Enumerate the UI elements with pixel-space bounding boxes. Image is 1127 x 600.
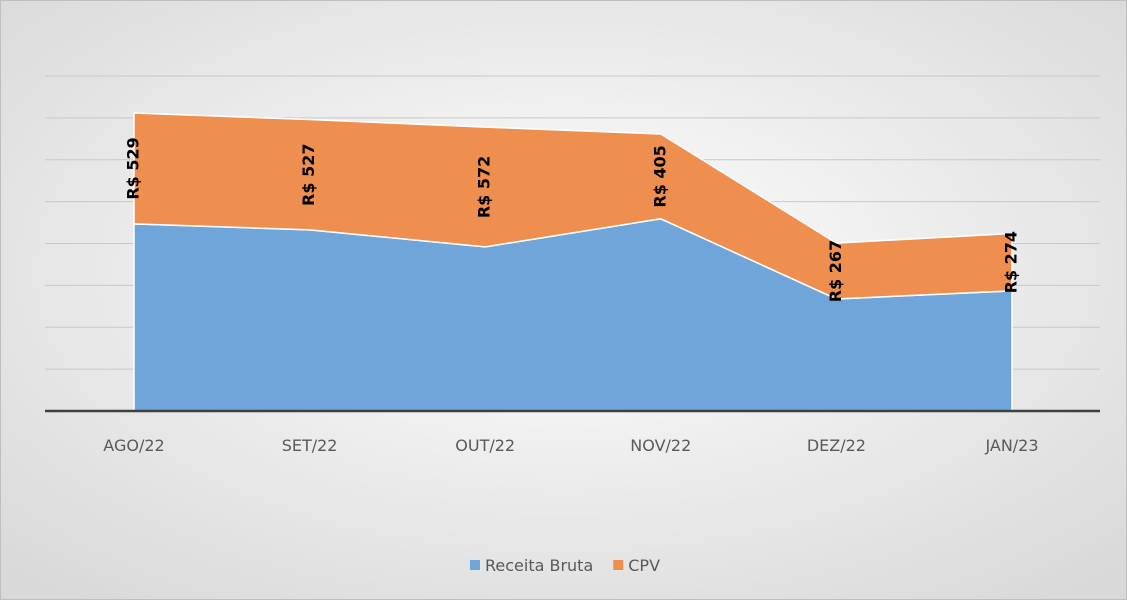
- x-tick-label: NOV/22: [630, 436, 691, 455]
- legend-label: Receita Bruta: [485, 556, 593, 575]
- legend-swatch: [469, 560, 480, 570]
- legend-label: CPV: [628, 556, 660, 575]
- data-label: R$ 529: [124, 137, 143, 199]
- x-tick-label: SET/22: [282, 436, 338, 455]
- area: [133, 112, 1013, 300]
- x-tick-label: AGO/22: [103, 436, 164, 455]
- data-label: R$ 405: [650, 145, 669, 207]
- x-tick-label: DEZ/22: [807, 436, 866, 455]
- legend: Receita Bruta CPV: [469, 556, 660, 575]
- data-label: R$ 572: [475, 156, 494, 218]
- legend-swatch: [613, 560, 624, 570]
- data-label: R$ 267: [826, 240, 845, 302]
- data-label: R$ 527: [299, 144, 318, 206]
- data-label: R$ 274: [1002, 231, 1021, 293]
- x-tick-label: OUT/22: [455, 436, 515, 455]
- x-tick-label: JAN/23: [984, 436, 1038, 455]
